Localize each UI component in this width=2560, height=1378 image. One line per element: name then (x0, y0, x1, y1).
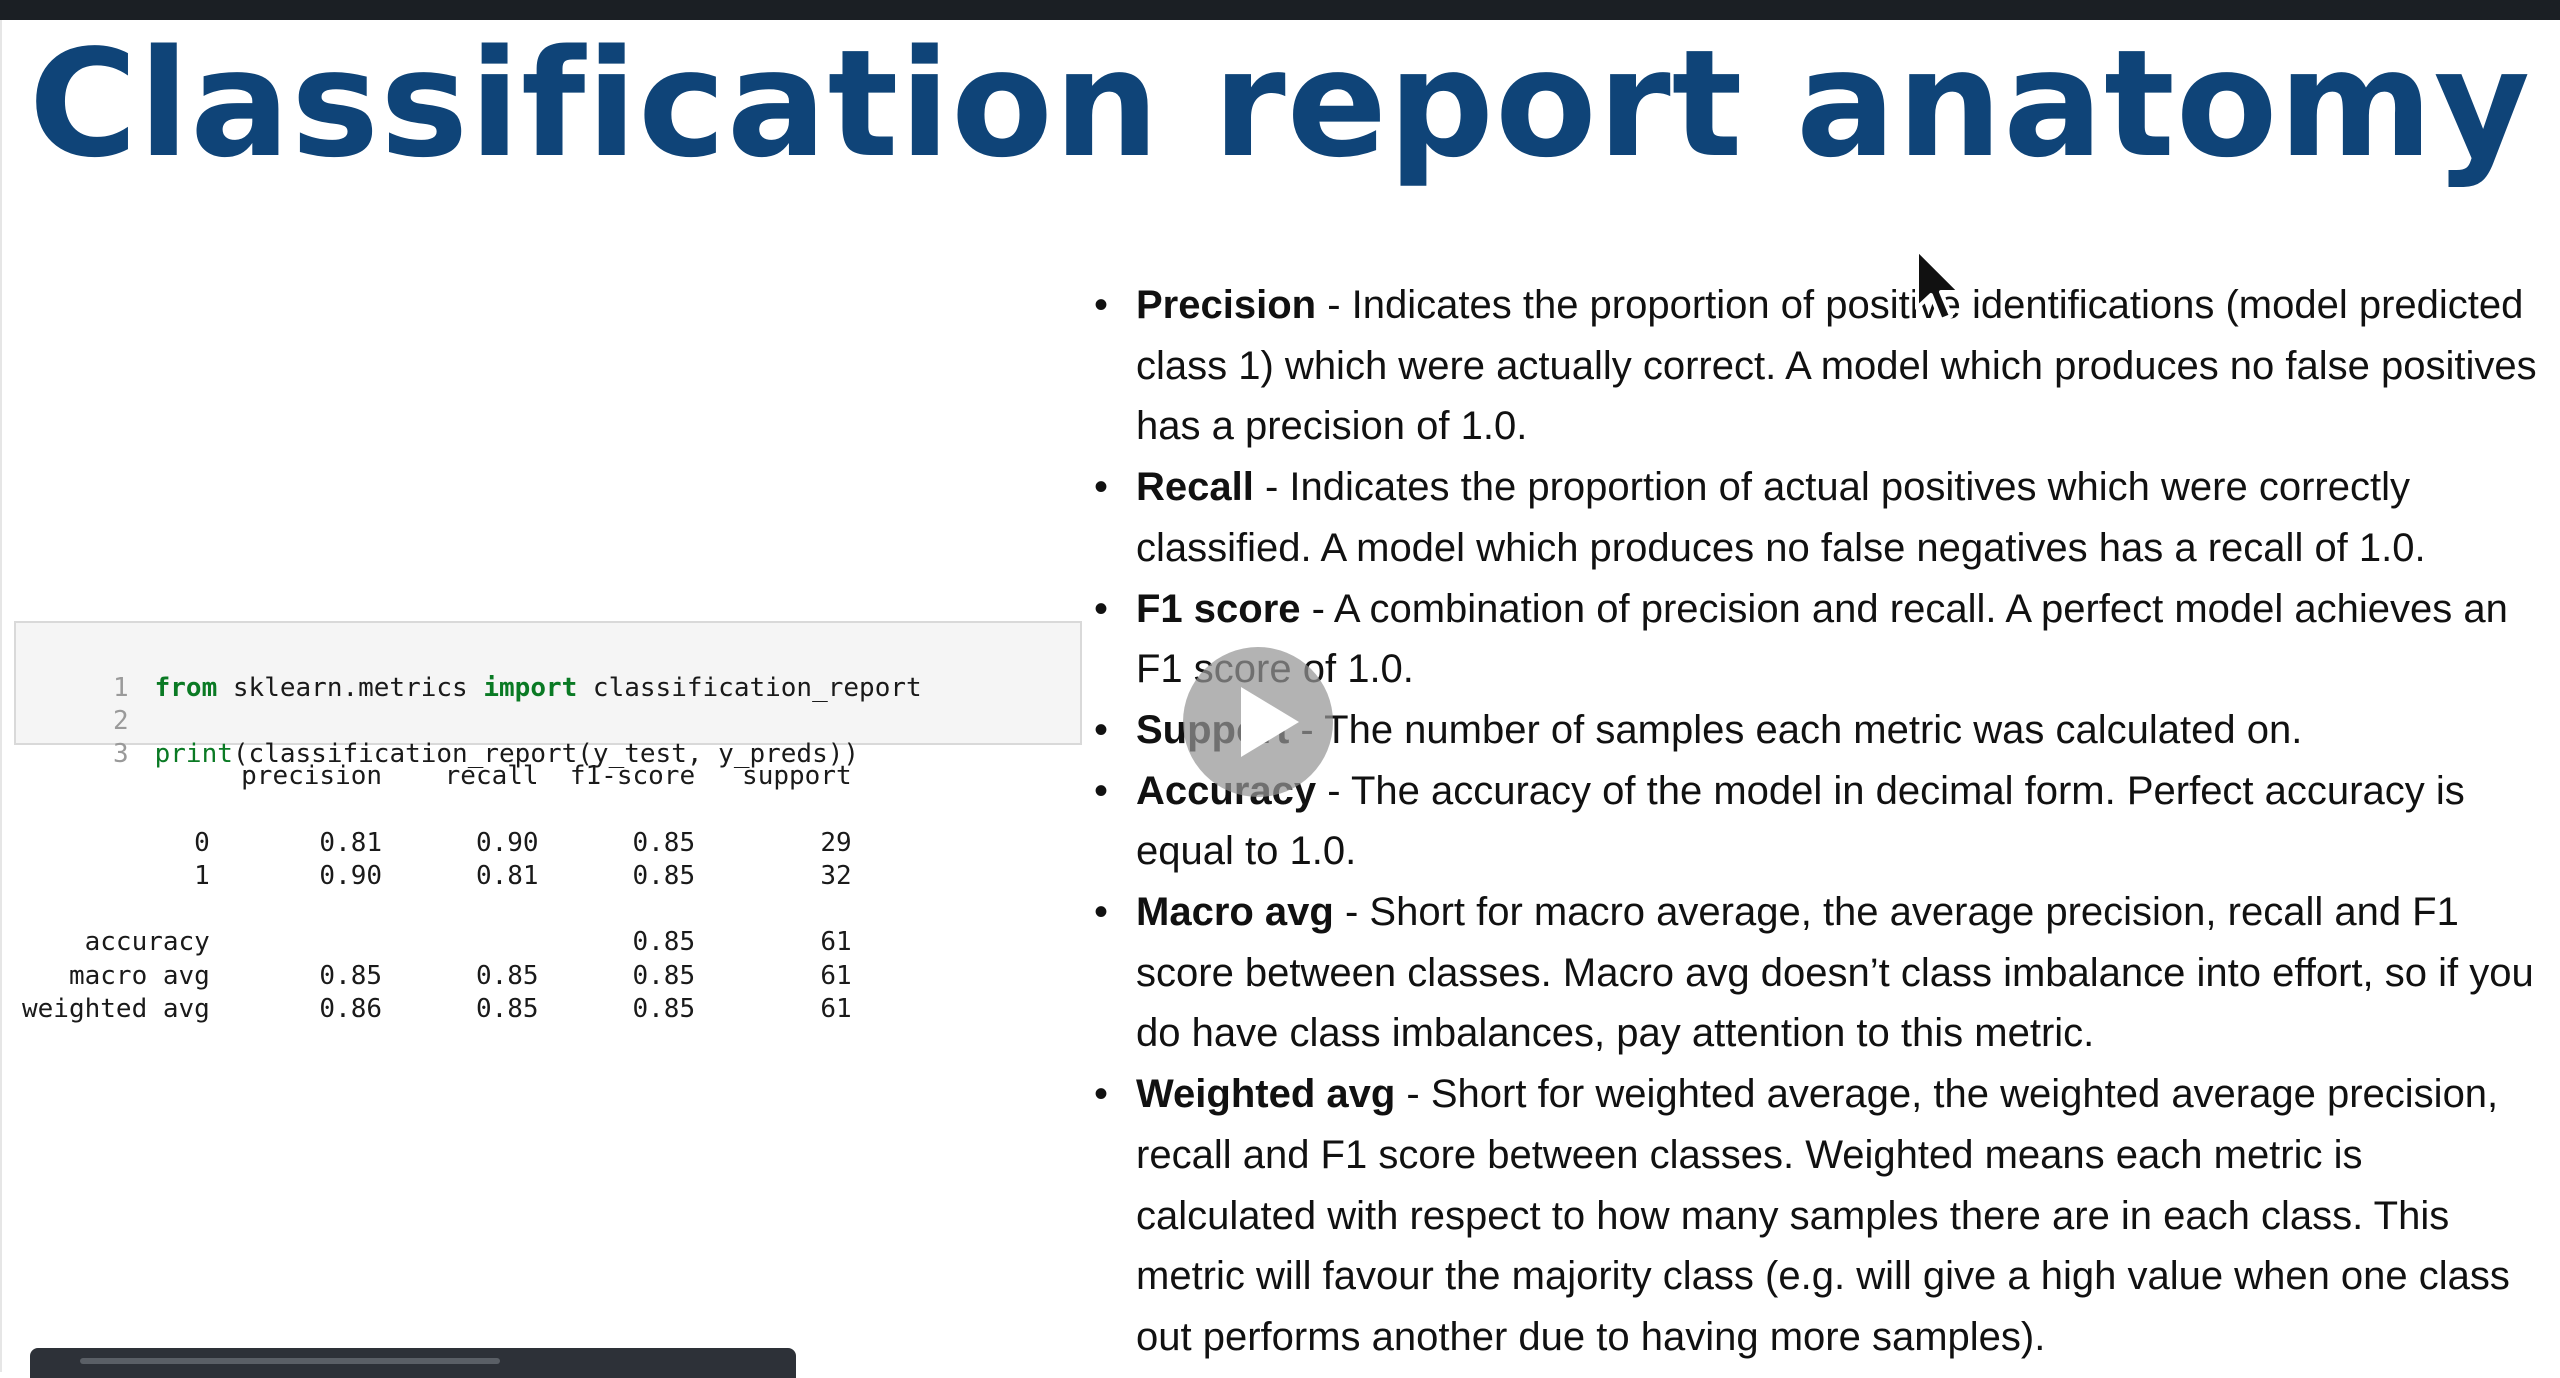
bullet-recall: Recall - Indicates the proportion of act… (1088, 457, 2548, 578)
play-icon (1241, 687, 1299, 757)
code-token: print (154, 739, 233, 769)
code-cell[interactable]: 1 from sklearn.metrics import classificat… (14, 621, 1082, 769)
bullet-text: - Short for weighted average, the weight… (1136, 1072, 2510, 1359)
play-button[interactable] (1183, 647, 1333, 797)
bullet-macro-avg: Macro avg - Short for macro average, the… (1088, 882, 2548, 1064)
bullet-text: - Indicates the proportion of actual pos… (1136, 465, 2426, 570)
bottom-overlay-bar (30, 1348, 796, 1378)
line-number: 1 (112, 673, 129, 703)
bullet-text: - The number of samples each metric was … (1289, 707, 2303, 752)
bullet-term: F1 score (1136, 586, 1301, 631)
bullet-accuracy: Accuracy - The accuracy of the model in … (1088, 761, 2548, 882)
bullet-text: - Short for macro average, the average p… (1136, 890, 2534, 1056)
code-token: classification_report (577, 673, 922, 703)
left-edge (0, 20, 2, 1372)
bottom-overlay-text-placeholder (80, 1358, 500, 1364)
line-number: 2 (112, 706, 129, 736)
bullet-term: Precision (1136, 283, 1317, 327)
code-line: 3 print(classification_report(y_test, y_p… (16, 703, 859, 769)
metric-definitions-list: Precision - Indicates the proportion of … (1088, 275, 2548, 1368)
code-token: from (154, 673, 218, 703)
bullet-text: - A combination of precision and recall.… (1136, 586, 2508, 692)
bullet-text: - Indicates the proportion of positive i… (1136, 283, 2537, 449)
bullet-term: Weighted avg (1136, 1072, 1396, 1117)
bullet-text: - The accuracy of the model in decimal f… (1136, 768, 2465, 874)
top-bar (0, 0, 2560, 20)
bullet-term: Recall (1136, 465, 1254, 510)
classification-report-output: precision recall f1-score support 0 0.81… (22, 761, 852, 1025)
code-token: (classification_report(y_test, y_preds)) (232, 739, 860, 769)
code-token: sklearn.metrics (217, 673, 484, 703)
bullet-term: Macro avg (1136, 890, 1334, 935)
code-line: 1 from sklearn.metrics import classificat… (16, 637, 922, 703)
mouse-cursor-icon (1915, 247, 1962, 322)
line-number: 3 (112, 739, 129, 769)
bullet-precision: Precision - Indicates the proportion of … (1088, 275, 2548, 457)
code-line: 2 (16, 670, 155, 736)
bullet-weighted-avg: Weighted avg - Short for weighted averag… (1088, 1064, 2548, 1368)
code-token: import (483, 673, 578, 703)
slide-title: Classification report anatomy (28, 18, 2532, 190)
